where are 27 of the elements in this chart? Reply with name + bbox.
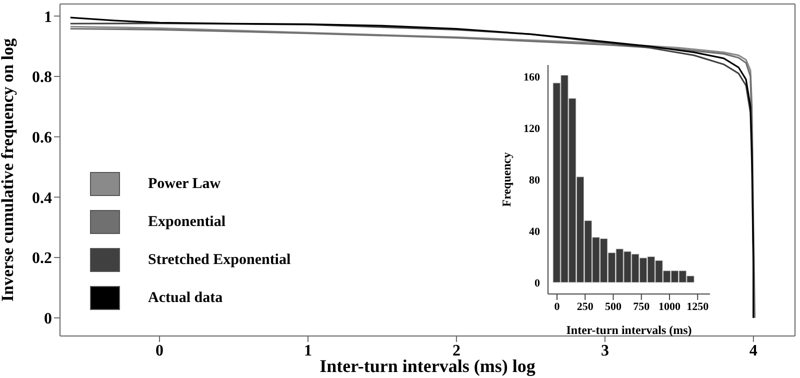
x-tick-label: 0 xyxy=(554,300,560,313)
y-tick-label: 120 xyxy=(524,122,540,135)
y-tick-label: 0.6 xyxy=(32,129,52,146)
legend-label: Actual data xyxy=(148,290,223,306)
legend-label: Power Law xyxy=(148,176,221,192)
x-tick-label: 1 xyxy=(304,342,312,360)
x-tick-label: 1000 xyxy=(658,300,681,313)
y-tick-label: 80 xyxy=(529,174,540,186)
y-tick-label: 160 xyxy=(524,71,540,84)
y-tick-label: 0.8 xyxy=(32,69,52,86)
legend-label: Stretched Exponential xyxy=(148,252,291,268)
y-tick-label: 0.4 xyxy=(32,190,52,207)
y-tick-label: 1 xyxy=(44,8,52,26)
x-tick-label: 250 xyxy=(576,300,594,313)
x-tick-label: 4 xyxy=(749,342,758,360)
y-axis-title: Inverse cumulative frequency on log xyxy=(0,38,18,302)
y-tick-label: 0 xyxy=(534,277,540,290)
x-tick-label: 3 xyxy=(600,342,609,360)
legend-label: Exponential xyxy=(148,214,226,230)
y-tick-label: 0.2 xyxy=(32,250,52,268)
x-tick-label: 750 xyxy=(633,300,650,313)
x-axis-title: Inter-turn intervals (ms) xyxy=(566,323,692,337)
y-tick-label: 40 xyxy=(529,226,540,238)
x-tick-label: 500 xyxy=(605,300,622,313)
x-tick-label: 0 xyxy=(155,342,164,360)
x-tick-label: 1250 xyxy=(686,300,710,313)
y-axis-title: Frequency xyxy=(499,152,514,207)
